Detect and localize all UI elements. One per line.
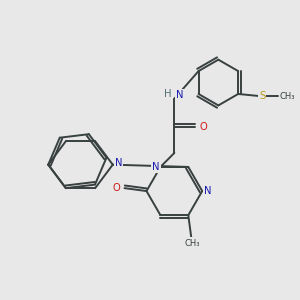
Text: O: O (200, 122, 208, 131)
Text: N: N (152, 162, 160, 172)
Text: N: N (176, 90, 183, 100)
Text: N: N (115, 158, 122, 168)
Text: N: N (204, 186, 212, 196)
Text: S: S (259, 91, 265, 101)
Text: CH₃: CH₃ (185, 238, 200, 247)
Text: CH₃: CH₃ (280, 92, 296, 101)
Text: O: O (112, 183, 120, 193)
Text: H: H (164, 89, 172, 99)
